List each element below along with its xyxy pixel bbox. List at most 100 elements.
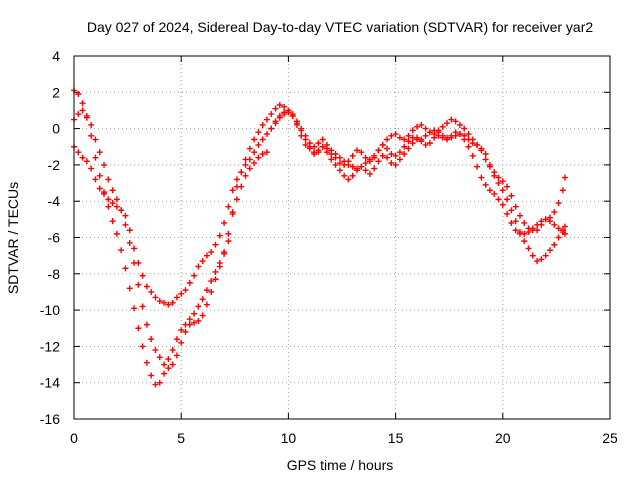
data-point	[469, 136, 476, 143]
data-point	[148, 336, 155, 343]
data-point	[538, 218, 545, 225]
data-point	[122, 221, 129, 228]
data-point	[478, 145, 485, 152]
data-point	[379, 141, 386, 148]
data-point	[173, 336, 180, 343]
data-point	[203, 252, 210, 259]
data-point	[169, 361, 176, 368]
data-point	[456, 131, 463, 138]
data-point	[336, 160, 343, 167]
data-point	[199, 296, 206, 303]
data-point	[212, 241, 219, 248]
data-point	[546, 218, 553, 225]
data-point	[426, 129, 433, 136]
data-point	[88, 165, 95, 172]
data-point	[469, 152, 476, 159]
data-point	[131, 259, 138, 266]
data-point	[126, 285, 133, 292]
data-point	[358, 149, 365, 156]
data-point	[169, 347, 176, 354]
data-point	[486, 187, 493, 194]
data-point	[362, 160, 369, 167]
data-point	[396, 149, 403, 156]
chart-title: Day 027 of 2024, Sidereal Day-to-day VTE…	[87, 19, 593, 35]
data-point	[306, 143, 313, 150]
data-point	[379, 152, 386, 159]
data-point	[208, 278, 215, 285]
data-point	[414, 123, 421, 130]
data-point	[272, 105, 279, 112]
data-point	[418, 138, 425, 145]
data-point	[152, 381, 159, 388]
data-point	[499, 178, 506, 185]
data-point	[105, 176, 112, 183]
data-point	[495, 174, 502, 181]
data-point	[156, 379, 163, 386]
data-point	[148, 288, 155, 295]
data-point	[199, 258, 206, 265]
data-point	[555, 234, 562, 241]
data-point	[366, 170, 373, 177]
data-point	[444, 136, 451, 143]
data-point	[452, 129, 459, 136]
data-point	[534, 258, 541, 265]
x-tick-label: 25	[602, 430, 618, 446]
data-point	[238, 169, 245, 176]
data-point	[178, 327, 185, 334]
data-point	[225, 203, 232, 210]
data-point	[491, 172, 498, 179]
data-point	[199, 312, 206, 319]
data-point	[512, 227, 519, 234]
data-point	[152, 294, 159, 301]
data-point	[113, 196, 120, 203]
data-point	[83, 158, 90, 165]
data-point	[534, 221, 541, 228]
data-point	[101, 189, 108, 196]
data-point	[75, 91, 82, 98]
data-point	[315, 140, 322, 147]
data-point	[208, 249, 215, 256]
data-point	[173, 294, 180, 301]
data-point	[444, 120, 451, 127]
data-point	[96, 172, 103, 179]
data-point	[504, 196, 511, 203]
data-point	[414, 136, 421, 143]
data-point	[336, 154, 343, 161]
data-point	[96, 149, 103, 156]
data-point	[362, 167, 369, 174]
data-point	[186, 321, 193, 328]
data-point	[516, 212, 523, 219]
data-point	[113, 230, 120, 237]
data-point	[233, 196, 240, 203]
data-point	[311, 151, 318, 158]
data-point	[405, 132, 412, 139]
data-point	[178, 290, 185, 297]
x-tick-labels: 0 5 10 15 20 25	[70, 430, 618, 446]
data-point	[139, 303, 146, 310]
data-point	[422, 125, 429, 132]
data-point	[478, 174, 485, 181]
data-point	[101, 161, 108, 168]
data-point	[92, 154, 99, 161]
data-point	[195, 317, 202, 324]
data-point	[422, 132, 429, 139]
data-point	[92, 176, 99, 183]
data-point	[551, 241, 558, 248]
y-tick-label: -6	[48, 230, 61, 246]
data-point	[439, 134, 446, 141]
data-point	[542, 252, 549, 259]
data-point	[384, 136, 391, 143]
data-point	[251, 149, 258, 156]
data-point	[191, 319, 198, 326]
data-point	[341, 158, 348, 165]
data-point	[182, 328, 189, 335]
data-point	[109, 187, 116, 194]
data-point	[546, 247, 553, 254]
y-tick-label: -12	[40, 338, 60, 354]
data-point	[551, 221, 558, 228]
data-point	[474, 163, 481, 170]
data-point	[354, 167, 361, 174]
data-point	[242, 161, 249, 168]
data-point	[561, 223, 568, 230]
data-point	[349, 163, 356, 170]
